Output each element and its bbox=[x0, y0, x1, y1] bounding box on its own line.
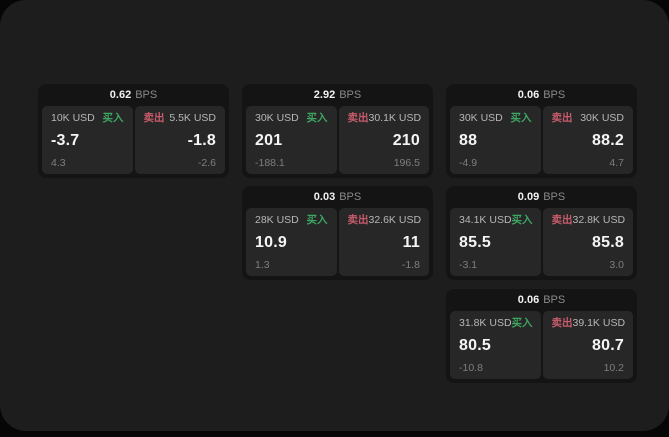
sell-side-label: 卖出 bbox=[347, 214, 369, 226]
sell-sub-value: 3.0 bbox=[609, 258, 624, 271]
sell-amount-label: 30K USD bbox=[580, 112, 624, 124]
sell-panel[interactable]: 卖出 30.1K USD 210 196.5 bbox=[338, 106, 429, 174]
sell-amount-label: 30.1K USD bbox=[368, 112, 422, 124]
quote-card: 2.92 BPS 30K USD 买入 201 -188.1 卖出 30.1K … bbox=[242, 84, 433, 178]
buy-amount-label: 30K USD bbox=[459, 112, 503, 124]
bps-value: 0.06 bbox=[517, 293, 540, 306]
quote-card: 0.06 BPS 30K USD 买入 88 -4.9 卖出 30K USD 8… bbox=[446, 84, 637, 178]
buy-side-label: 买入 bbox=[510, 112, 532, 124]
bps-value: 0.09 bbox=[517, 190, 540, 203]
sell-sub-value: 196.5 bbox=[393, 156, 420, 169]
sell-price-value: 88.2 bbox=[592, 131, 624, 149]
bps-unit-label: BPS bbox=[135, 88, 158, 101]
card-header: 2.92 BPS bbox=[242, 84, 433, 106]
quote-panels: 31.8K USD 买入 80.5 -10.8 卖出 39.1K USD 80.… bbox=[450, 311, 633, 379]
quote-card: 0.06 BPS 31.8K USD 买入 80.5 -10.8 卖出 39.1… bbox=[446, 289, 637, 383]
buy-side-label: 买入 bbox=[306, 214, 328, 226]
sell-panel[interactable]: 卖出 30K USD 88.2 4.7 bbox=[542, 106, 633, 174]
bps-value: 0.06 bbox=[517, 88, 540, 101]
quote-panels: 10K USD 买入 -3.7 4.3 卖出 5.5K USD -1.8 -2.… bbox=[42, 106, 225, 174]
sell-sub-value: 10.2 bbox=[603, 361, 624, 374]
sell-side-label: 卖出 bbox=[551, 317, 573, 329]
sell-price-value: 11 bbox=[402, 233, 420, 251]
buy-amount-label: 34.1K USD bbox=[459, 214, 512, 226]
quote-card: 0.03 BPS 28K USD 买入 10.9 1.3 卖出 32.6K US… bbox=[242, 186, 433, 280]
card-header: 0.06 BPS bbox=[446, 289, 637, 311]
buy-amount-label: 30K USD bbox=[255, 112, 299, 124]
sell-side-label: 卖出 bbox=[551, 112, 573, 124]
buy-panel[interactable]: 34.1K USD 买入 85.5 -3.1 bbox=[450, 208, 541, 276]
buy-sub-value: 1.3 bbox=[255, 258, 270, 271]
quote-panels: 30K USD 买入 201 -188.1 卖出 30.1K USD 210 1… bbox=[246, 106, 429, 174]
bps-value: 0.03 bbox=[313, 190, 336, 203]
sell-panel[interactable]: 卖出 5.5K USD -1.8 -2.6 bbox=[134, 106, 225, 174]
sell-price-value: 210 bbox=[392, 131, 420, 149]
buy-amount-label: 28K USD bbox=[255, 214, 299, 226]
buy-panel[interactable]: 28K USD 买入 10.9 1.3 bbox=[246, 208, 337, 276]
buy-sub-value: -188.1 bbox=[255, 156, 285, 169]
buy-price-value: 85.5 bbox=[459, 233, 491, 251]
bps-unit-label: BPS bbox=[543, 88, 566, 101]
quote-panels: 28K USD 买入 10.9 1.3 卖出 32.6K USD 11 -1.8 bbox=[246, 208, 429, 276]
sell-price-value: 85.8 bbox=[592, 233, 624, 251]
sell-sub-value: -2.6 bbox=[197, 156, 216, 169]
quote-panels: 34.1K USD 买入 85.5 -3.1 卖出 32.8K USD 85.8… bbox=[450, 208, 633, 276]
sell-panel[interactable]: 卖出 32.8K USD 85.8 3.0 bbox=[542, 208, 633, 276]
buy-price-value: -3.7 bbox=[51, 131, 80, 149]
bps-value: 2.92 bbox=[313, 88, 336, 101]
buy-sub-value: -10.8 bbox=[459, 361, 483, 374]
buy-amount-label: 10K USD bbox=[51, 112, 95, 124]
quote-card: 0.62 BPS 10K USD 买入 -3.7 4.3 卖出 5.5K USD… bbox=[38, 84, 229, 178]
buy-side-label: 买入 bbox=[102, 112, 124, 124]
card-header: 0.62 BPS bbox=[38, 84, 229, 106]
sell-panel[interactable]: 卖出 39.1K USD 80.7 10.2 bbox=[542, 311, 633, 379]
card-header: 0.03 BPS bbox=[242, 186, 433, 208]
buy-amount-label: 31.8K USD bbox=[459, 317, 512, 329]
sell-sub-value: 4.7 bbox=[609, 156, 624, 169]
sell-side-label: 卖出 bbox=[551, 214, 573, 226]
buy-side-label: 买入 bbox=[306, 112, 328, 124]
sell-side-label: 卖出 bbox=[347, 112, 369, 124]
card-header: 0.06 BPS bbox=[446, 84, 637, 106]
card-header: 0.09 BPS bbox=[446, 186, 637, 208]
buy-price-value: 10.9 bbox=[255, 233, 287, 251]
buy-sub-value: -4.9 bbox=[459, 156, 478, 169]
bps-unit-label: BPS bbox=[339, 190, 362, 203]
buy-panel[interactable]: 31.8K USD 买入 80.5 -10.8 bbox=[450, 311, 541, 379]
buy-sub-value: 4.3 bbox=[51, 156, 66, 169]
quote-card: 0.09 BPS 34.1K USD 买入 85.5 -3.1 卖出 32.8K… bbox=[446, 186, 637, 280]
bps-value: 0.62 bbox=[109, 88, 132, 101]
sell-price-value: -1.8 bbox=[187, 131, 216, 149]
buy-panel[interactable]: 30K USD 买入 88 -4.9 bbox=[450, 106, 541, 174]
bps-unit-label: BPS bbox=[339, 88, 362, 101]
quote-panels: 30K USD 买入 88 -4.9 卖出 30K USD 88.2 4.7 bbox=[450, 106, 633, 174]
buy-side-label: 买入 bbox=[511, 317, 533, 329]
buy-side-label: 买入 bbox=[511, 214, 533, 226]
sell-amount-label: 5.5K USD bbox=[169, 112, 216, 124]
sell-amount-label: 39.1K USD bbox=[572, 317, 626, 329]
bps-unit-label: BPS bbox=[543, 190, 566, 203]
buy-price-value: 88 bbox=[459, 131, 478, 149]
buy-panel[interactable]: 10K USD 买入 -3.7 4.3 bbox=[42, 106, 133, 174]
buy-price-value: 201 bbox=[255, 131, 283, 149]
buy-sub-value: -3.1 bbox=[459, 258, 478, 271]
bps-unit-label: BPS bbox=[543, 293, 566, 306]
sell-price-value: 80.7 bbox=[592, 336, 624, 354]
sell-sub-value: -1.8 bbox=[401, 258, 420, 271]
buy-panel[interactable]: 30K USD 买入 201 -188.1 bbox=[246, 106, 337, 174]
sell-side-label: 卖出 bbox=[143, 112, 165, 124]
sell-panel[interactable]: 卖出 32.6K USD 11 -1.8 bbox=[338, 208, 429, 276]
sell-amount-label: 32.6K USD bbox=[368, 214, 422, 226]
sell-amount-label: 32.8K USD bbox=[572, 214, 626, 226]
buy-price-value: 80.5 bbox=[459, 336, 491, 354]
